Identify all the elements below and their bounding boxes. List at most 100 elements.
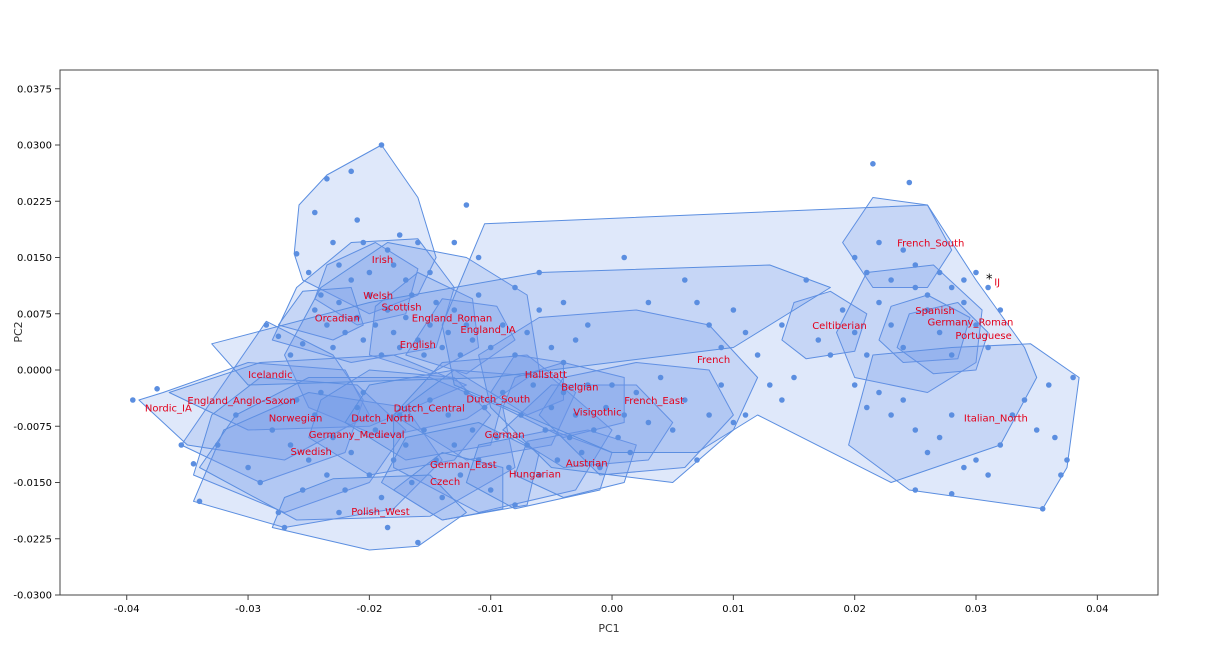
point-layer	[130, 142, 1076, 546]
group-label: Nordic_IA	[145, 404, 192, 415]
data-point	[936, 434, 943, 441]
hull-polish_west	[271, 474, 467, 551]
data-point	[864, 269, 870, 276]
data-point	[324, 176, 330, 182]
data-point	[924, 449, 931, 456]
data-point	[439, 344, 446, 351]
data-point	[415, 239, 421, 246]
group-label: Spanish	[915, 306, 955, 317]
data-point	[457, 352, 464, 358]
data-point	[378, 142, 385, 148]
hull-italian_north	[848, 343, 1080, 510]
data-point	[390, 457, 397, 463]
data-point	[403, 277, 409, 283]
data-point	[324, 472, 330, 478]
data-point	[536, 307, 542, 313]
data-point	[299, 487, 306, 493]
data-point	[494, 434, 500, 441]
data-point	[560, 389, 567, 396]
hull-layer	[138, 144, 1080, 551]
data-point	[924, 292, 931, 298]
group-label: French_East	[624, 396, 684, 407]
data-point	[378, 494, 385, 501]
y-axis: -0.0300 -0.0225 -0.0150 -0.0075 0.0000 0.0075…	[13, 84, 60, 602]
data-point	[372, 322, 379, 328]
data-point	[372, 427, 379, 433]
group-label: England_Anglo-Saxon	[187, 396, 295, 407]
data-point	[384, 247, 391, 253]
data-point	[597, 464, 603, 471]
hull-celtiberian	[781, 290, 868, 360]
y-tick-label: -0.0150	[13, 478, 52, 489]
data-point	[281, 524, 288, 531]
data-point	[524, 442, 530, 448]
data-point	[633, 389, 640, 396]
data-point	[196, 498, 203, 505]
data-point	[305, 269, 312, 276]
group-label: Dutch_North	[351, 413, 414, 424]
data-point	[985, 472, 991, 478]
group-label: Hallstatt	[525, 370, 567, 381]
data-point	[154, 386, 160, 392]
data-point	[324, 322, 330, 328]
data-point	[615, 434, 621, 441]
data-point	[178, 442, 185, 448]
data-point	[888, 412, 894, 418]
y-tick-label: 0.0150	[17, 253, 52, 264]
data-point	[912, 487, 919, 493]
y-tick-label: 0.0225	[17, 197, 52, 208]
plot-frame	[59, 69, 1159, 596]
data-point	[451, 239, 458, 246]
data-point	[487, 344, 494, 351]
data-point	[536, 269, 542, 276]
data-point	[463, 389, 470, 396]
x-tick-label: -0.02	[356, 604, 382, 615]
data-point	[348, 277, 355, 283]
group-label: Celtiberian	[812, 321, 866, 332]
y-tick-label: 0.0075	[17, 309, 52, 320]
data-point	[269, 427, 276, 433]
data-point	[936, 329, 943, 336]
data-point	[694, 457, 700, 463]
hull-hallstatt	[490, 354, 564, 416]
group-label: French	[697, 355, 730, 366]
data-point	[536, 472, 542, 478]
x-axis: -0.04 -0.03 -0.02 -0.01 0.00 0.01 0.02 0.03 0.04	[114, 595, 1108, 615]
data-point	[730, 307, 737, 313]
hull-scottish	[271, 238, 455, 363]
data-point	[1064, 457, 1070, 463]
data-point	[779, 322, 785, 328]
data-point	[487, 487, 494, 493]
y-axis-title: PC2	[12, 321, 25, 342]
data-point	[645, 299, 652, 306]
data-point	[390, 329, 397, 336]
data-point	[318, 292, 324, 298]
data-point	[554, 457, 561, 463]
data-point	[360, 239, 367, 246]
data-point	[560, 299, 567, 306]
data-point	[572, 412, 579, 418]
data-point	[815, 337, 822, 343]
group-label: Swedish	[291, 447, 332, 458]
data-point	[566, 434, 573, 441]
data-point	[275, 509, 282, 516]
data-point	[669, 427, 676, 433]
data-point	[621, 412, 627, 418]
group-label: Italian_North	[964, 413, 1028, 424]
data-point	[585, 322, 591, 328]
data-point	[839, 307, 846, 313]
group-label: Visigothic	[573, 407, 621, 418]
data-point	[948, 412, 955, 418]
data-point	[779, 397, 785, 403]
data-point	[463, 322, 470, 328]
data-point	[396, 412, 403, 418]
data-point	[439, 494, 446, 501]
data-point	[342, 329, 348, 336]
data-point	[305, 457, 312, 463]
data-point	[888, 277, 894, 283]
data-point	[360, 337, 367, 343]
data-point	[451, 442, 458, 448]
group-label: England_IA	[460, 325, 516, 336]
data-point	[469, 337, 476, 343]
data-point	[245, 464, 251, 471]
